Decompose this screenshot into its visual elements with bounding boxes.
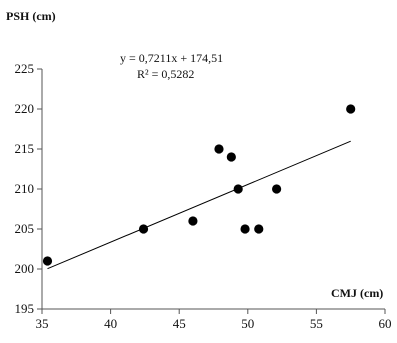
data-point <box>254 224 264 234</box>
data-point <box>138 224 149 234</box>
data-point <box>42 256 53 266</box>
y-tick-label: 225 <box>15 61 35 76</box>
x-tick-label: 55 <box>310 316 323 331</box>
x-tick-label: 35 <box>36 316 49 331</box>
data-point <box>226 152 236 162</box>
y-tick-label: 220 <box>15 101 35 116</box>
data-point <box>233 184 243 194</box>
y-tick-label: 215 <box>15 141 35 156</box>
y-tick-label: 205 <box>15 221 35 236</box>
data-point <box>346 104 356 114</box>
y-tick-label: 195 <box>15 301 35 316</box>
y-axis-title: PSH (cm) <box>6 9 56 23</box>
trendline-equation: y = 0,7211x + 174,51 <box>120 51 223 65</box>
y-tick-label: 200 <box>15 261 35 276</box>
trendline-r-squared: R² = 0,5282 <box>137 67 194 81</box>
x-tick-label: 60 <box>379 316 392 331</box>
x-tick-label: 50 <box>241 316 254 331</box>
trendline <box>47 140 351 270</box>
data-point <box>214 144 224 154</box>
data-point <box>188 216 198 226</box>
x-axis-title: CMJ (cm) <box>331 286 383 300</box>
x-tick-label: 45 <box>173 316 186 331</box>
data-point <box>272 184 282 194</box>
x-tick-label: 40 <box>104 316 117 331</box>
data-point <box>240 224 250 234</box>
y-tick-label: 210 <box>15 181 35 196</box>
